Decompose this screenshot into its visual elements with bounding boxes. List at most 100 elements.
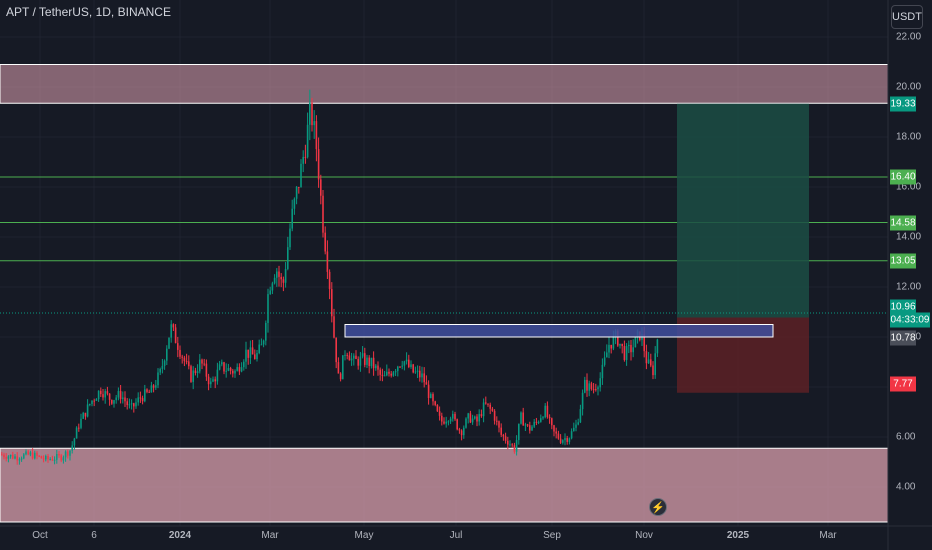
candle: [474, 416, 476, 419]
candle: [177, 343, 179, 350]
candle: [381, 374, 384, 376]
candle: [293, 198, 296, 209]
candle: [628, 344, 630, 347]
candle: [5, 457, 7, 459]
candle: [300, 163, 302, 188]
candle: [524, 424, 527, 426]
candle: [520, 412, 522, 424]
candle: [313, 121, 315, 126]
price-tick: 18.00: [896, 131, 922, 143]
candle: [9, 454, 12, 457]
candle: [265, 322, 267, 341]
candle: [49, 459, 51, 461]
candle: [518, 423, 520, 441]
candle: [152, 385, 155, 388]
candle: [47, 456, 49, 460]
candle: [126, 401, 128, 406]
candle: [328, 271, 331, 290]
candle: [421, 373, 423, 378]
candle: [324, 232, 326, 252]
candle: [511, 444, 513, 446]
candle: [623, 346, 626, 360]
candle: [258, 344, 260, 354]
candle: [368, 357, 370, 367]
candle: [78, 427, 80, 429]
candle: [438, 411, 441, 416]
candle: [467, 413, 469, 419]
candle: [64, 451, 67, 458]
candle: [590, 383, 593, 390]
candle: [353, 355, 355, 359]
candle: [621, 343, 623, 347]
time-label: Sep: [543, 530, 561, 541]
candle: [643, 333, 645, 352]
candle: [203, 363, 205, 365]
time-label: 2024: [168, 530, 192, 541]
target-zone: [677, 103, 809, 318]
candle: [425, 382, 428, 385]
candle: [408, 359, 410, 367]
candle: [390, 373, 392, 376]
candle: [529, 425, 531, 431]
candle: [232, 370, 234, 374]
candle: [298, 186, 300, 188]
candle: [40, 456, 43, 459]
candle: [14, 456, 16, 459]
candle: [480, 414, 483, 417]
candle: [388, 371, 390, 374]
price-label: 10.96: [890, 299, 916, 315]
price-tick: 6.00: [896, 431, 916, 443]
candle: [579, 409, 582, 423]
candle: [218, 364, 221, 370]
candle: [289, 228, 291, 248]
candle: [188, 361, 190, 367]
candle: [141, 398, 144, 402]
candle: [432, 394, 434, 402]
candle: [12, 454, 14, 459]
candle: [634, 336, 637, 348]
candle: [104, 391, 106, 398]
candle: [322, 195, 324, 233]
candle: [548, 417, 551, 419]
candle: [135, 402, 137, 407]
candle: [53, 459, 56, 461]
candle: [7, 456, 10, 459]
flash-icon[interactable]: ⚡: [649, 498, 667, 516]
candle: [51, 459, 54, 461]
candle: [562, 440, 564, 443]
candle: [16, 456, 18, 461]
candle: [542, 417, 544, 419]
candle: [170, 324, 172, 338]
price-tick: 16.00: [896, 181, 922, 193]
candle: [502, 434, 505, 437]
candle: [122, 397, 124, 399]
candle: [185, 361, 188, 363]
candle: [130, 403, 133, 405]
candle: [355, 355, 357, 359]
candle: [31, 452, 34, 459]
candle: [58, 454, 60, 456]
candle: [419, 370, 421, 378]
candle: [75, 427, 78, 439]
candle: [115, 397, 117, 401]
candle: [150, 385, 153, 393]
candle: [84, 412, 87, 417]
candle: [452, 413, 454, 419]
candle: [617, 331, 619, 346]
currency-button[interactable]: USDT: [891, 5, 923, 29]
candle: [498, 421, 500, 428]
candle: [414, 371, 417, 373]
candle: [577, 422, 579, 425]
candle: [144, 389, 146, 402]
candle: [606, 352, 608, 358]
candle: [601, 364, 604, 379]
candle: [434, 401, 436, 405]
candle: [533, 421, 535, 427]
candle: [546, 405, 549, 418]
candle: [564, 438, 566, 441]
candle: [23, 454, 25, 459]
candle: [256, 353, 258, 360]
candle: [111, 399, 113, 404]
candle: [1, 454, 3, 456]
